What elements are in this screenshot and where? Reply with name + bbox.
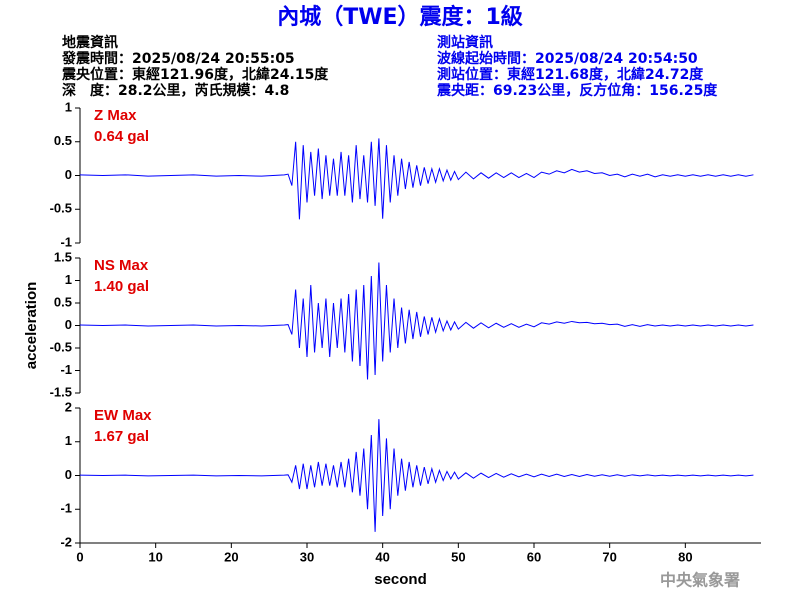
y-tick-label: 1 — [65, 272, 72, 287]
y-tick-label: 0.5 — [54, 294, 72, 309]
y-tick-label: 0 — [65, 317, 72, 332]
info-left: 發震時間：2025/08/24 20:55:05 — [61, 50, 295, 67]
y-tick-label: 2 — [65, 399, 72, 414]
x-tick-label: 20 — [224, 549, 238, 564]
annotation: Z Max — [94, 107, 137, 124]
y-tick-label: -0.5 — [50, 201, 72, 216]
chart-title: 內城（TWE）震度：1級 — [277, 4, 523, 30]
y-tick-label: 1 — [65, 99, 72, 114]
waveform — [79, 262, 754, 380]
y-tick-label: -1 — [60, 362, 72, 377]
x-tick-label: 80 — [678, 549, 692, 564]
x-tick-label: 70 — [602, 549, 616, 564]
y-tick-label: 0.5 — [54, 133, 72, 148]
x-tick-label: 0 — [76, 549, 83, 564]
info-right: 測站資訊 — [437, 34, 493, 51]
y-tick-label: -0.5 — [50, 339, 72, 354]
y-tick-label: 0 — [65, 467, 72, 482]
annotation: 1.40 gal — [94, 278, 149, 295]
annotation: 1.67 gal — [94, 428, 149, 445]
annotation: 0.64 gal — [94, 128, 149, 145]
y-tick-label: -1.5 — [50, 384, 72, 399]
y-tick-label: 1 — [65, 433, 72, 448]
x-tick-label: 50 — [451, 549, 465, 564]
y-tick-label: -2 — [60, 534, 72, 549]
y-tick-label: 1.5 — [54, 249, 72, 264]
info-left: 地震資訊 — [62, 34, 118, 51]
x-axis-label: second — [374, 571, 427, 588]
info-right: 測站位置：東經121.68度，北緯24.72度 — [437, 66, 704, 83]
annotation: NS Max — [94, 257, 149, 274]
agency-mark: 中央氣象署 — [660, 571, 740, 590]
x-tick-label: 30 — [300, 549, 314, 564]
x-tick-label: 60 — [527, 549, 541, 564]
x-tick-label: 40 — [375, 549, 389, 564]
info-left: 震央位置：東經121.96度，北緯24.15度 — [61, 66, 329, 83]
info-right: 波線起始時間：2025/08/24 20:54:50 — [437, 50, 698, 67]
y-tick-label: -1 — [60, 234, 72, 249]
info-right: 震央距：69.23公里，反方位角：156.25度 — [436, 82, 718, 99]
y-axis-label: acceleration — [23, 282, 40, 370]
x-tick-label: 10 — [148, 549, 162, 564]
info-left: 深 度：28.2公里，芮氏規模：4.8 — [62, 82, 289, 99]
annotation: EW Max — [94, 407, 152, 424]
waveform — [79, 138, 754, 220]
y-tick-label: -1 — [60, 501, 72, 516]
waveform — [79, 419, 754, 532]
y-tick-label: 0 — [65, 167, 72, 182]
